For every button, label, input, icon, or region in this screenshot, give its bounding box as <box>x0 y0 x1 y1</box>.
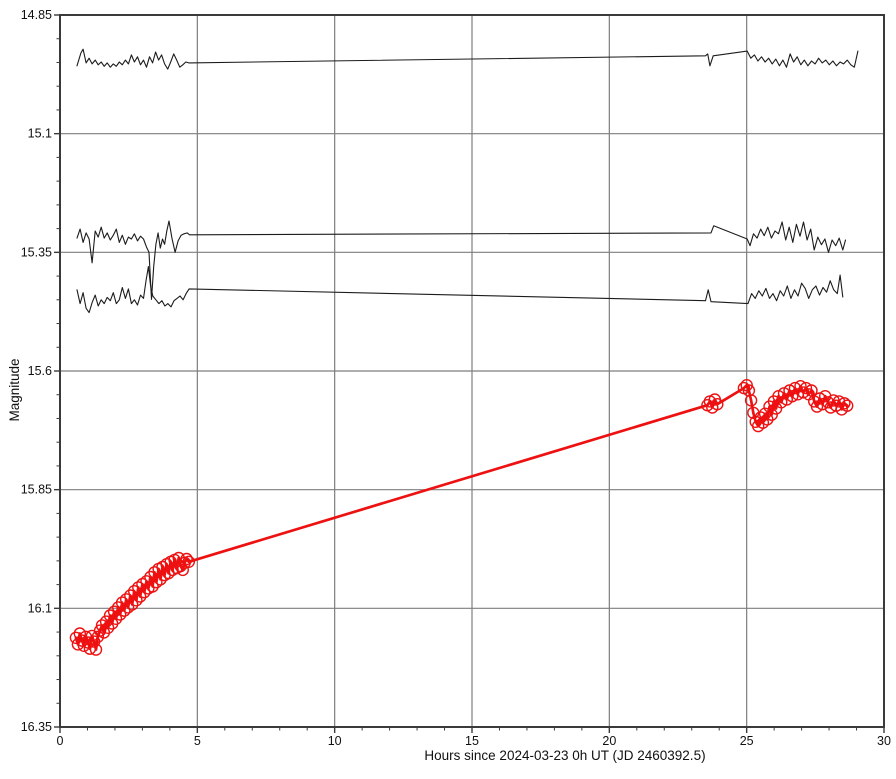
y-tick-label: 15.6 <box>28 364 52 378</box>
comparison-star-2-line <box>76 220 847 300</box>
target-star-marker <box>783 384 796 397</box>
target-star-marker <box>81 636 95 649</box>
x-tick-label: 5 <box>194 734 201 748</box>
target-star-marker <box>740 379 753 392</box>
target-star-marker <box>125 598 139 611</box>
target-star-marker <box>176 563 190 577</box>
target-star-marker <box>758 407 772 420</box>
y-tick-label: 16.1 <box>28 601 52 615</box>
target-star-marker <box>810 400 824 413</box>
target-star-marker <box>711 398 724 411</box>
y-tick-label: 16.35 <box>21 720 52 734</box>
target-star-marker <box>813 392 826 405</box>
target-star-marker <box>89 643 103 656</box>
target-star-marker <box>154 573 167 586</box>
target-star-marker <box>83 642 97 655</box>
target-star-marker <box>113 608 127 621</box>
x-tick-label: 15 <box>465 734 479 748</box>
target-star-marker <box>75 634 89 647</box>
target-star-marker <box>107 605 121 618</box>
target-star-marker <box>838 397 851 410</box>
target-star-marker <box>77 639 91 652</box>
target-star-marker <box>109 612 123 625</box>
y-tick-label: 15.85 <box>21 483 52 497</box>
target-star-marker <box>816 398 829 411</box>
target-star-marker <box>744 394 758 407</box>
x-tick-label: 10 <box>328 734 342 748</box>
target-star-marker <box>799 381 813 395</box>
target-star-line <box>74 383 849 651</box>
target-star-marker <box>69 631 83 644</box>
y-tick-label: 15.35 <box>21 245 52 259</box>
comparison-star-1-line <box>76 48 859 70</box>
x-tick-label: 25 <box>740 734 754 748</box>
target-star-marker <box>130 594 143 607</box>
target-star-marker <box>786 390 799 403</box>
target-star-marker <box>182 555 196 568</box>
x-tick-label: 30 <box>877 734 891 748</box>
target-star-marker <box>794 380 807 393</box>
target-star-marker <box>133 590 147 603</box>
target-star-marker <box>841 399 854 412</box>
x-axis-title: Hours since 2024-03-23 0h UT (JD 2460392… <box>424 748 706 763</box>
target-star-marker <box>103 609 117 622</box>
y-tick-label: 15.1 <box>28 127 52 141</box>
target-star-marker <box>180 552 193 566</box>
target-star-marker <box>765 408 778 421</box>
target-star-marker <box>101 621 115 634</box>
x-tick-label: 20 <box>602 734 616 748</box>
target-star-marker <box>73 627 87 640</box>
y-axis-title: Magnitude <box>7 358 22 422</box>
comparison-star-3-line <box>76 266 844 314</box>
y-tick-label: 14.85 <box>21 8 52 22</box>
target-star-marker <box>146 580 159 593</box>
x-tick-label: 0 <box>57 734 64 748</box>
